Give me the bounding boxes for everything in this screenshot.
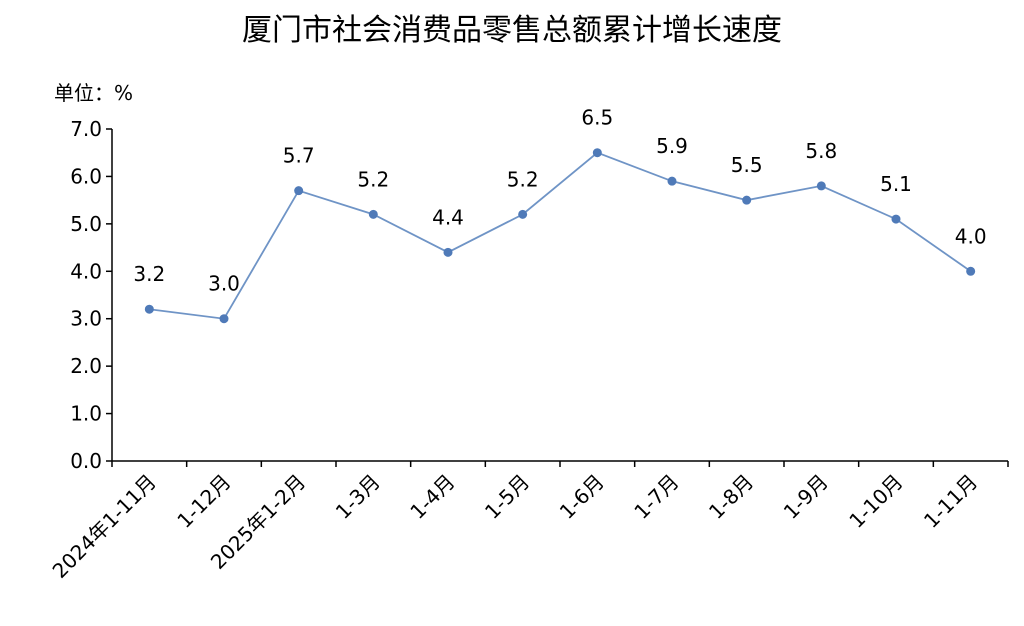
data-point	[368, 209, 378, 219]
data-point	[518, 209, 528, 219]
x-tick-label: 1-10月	[844, 470, 907, 533]
y-tick-label: 6.0	[70, 164, 102, 188]
data-label: 5.2	[507, 167, 539, 191]
data-point	[144, 304, 154, 314]
data-label: 5.9	[656, 134, 688, 158]
data-label: 5.8	[805, 139, 837, 163]
x-tick-label: 1-7月	[629, 470, 683, 524]
x-tick-label: 1-8月	[704, 470, 758, 524]
data-point	[667, 176, 677, 186]
y-tick-label: 1.0	[70, 402, 102, 426]
x-tick-label: 1-6月	[555, 470, 609, 524]
y-tick-label: 4.0	[70, 259, 102, 283]
data-label: 4.4	[432, 205, 464, 229]
unit-label: 单位：%	[54, 81, 134, 105]
data-point	[219, 314, 229, 324]
data-point	[891, 214, 901, 224]
x-tick-label: 1-12月	[172, 470, 235, 533]
x-tick-label: 1-11月	[919, 470, 982, 533]
data-label: 5.2	[357, 167, 389, 191]
data-point	[294, 186, 304, 196]
data-label: 3.0	[208, 272, 240, 296]
x-tick-label: 1-3月	[331, 470, 385, 524]
data-label: 6.5	[581, 106, 613, 130]
chart-title: 厦门市社会消费品零售总额累计增长速度	[242, 13, 782, 48]
y-tick-label: 3.0	[70, 307, 102, 331]
series-line	[149, 151, 972, 320]
y-tick-label: 2.0	[70, 354, 102, 378]
data-label: 5.7	[283, 144, 315, 168]
x-tick-label: 1-9月	[779, 470, 833, 524]
data-point	[816, 181, 826, 191]
data-label: 4.0	[955, 224, 987, 248]
y-tick-label: 0.0	[70, 449, 102, 473]
data-point	[742, 195, 752, 205]
data-point	[966, 266, 976, 276]
y-tick-label: 5.0	[70, 212, 102, 236]
data-point	[592, 148, 602, 158]
y-tick-label: 7.0	[70, 117, 102, 141]
x-tick-label: 2024年1-11月	[48, 470, 161, 583]
data-label: 3.2	[133, 262, 165, 286]
data-point	[443, 247, 453, 257]
data-label: 5.5	[731, 153, 763, 177]
x-tick-label: 1-5月	[480, 470, 534, 524]
data-label: 5.1	[880, 172, 912, 196]
x-tick-label: 1-4月	[405, 470, 459, 524]
